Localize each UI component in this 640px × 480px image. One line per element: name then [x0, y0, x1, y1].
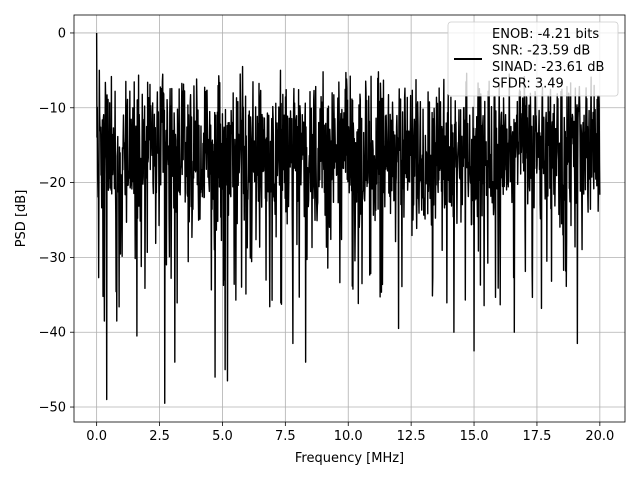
x-tick-label: 0.0 [86, 429, 107, 444]
y-axis-ticks: 0 −10 −20 −30 −40 −50 [39, 26, 74, 416]
legend-entry-line: SINAD: -23.61 dB [492, 60, 604, 75]
x-tick-label: 2.5 [149, 429, 170, 444]
y-tick-label: −30 [39, 251, 66, 266]
y-tick-label: −20 [39, 176, 66, 191]
y-tick-label: 0 [58, 26, 66, 41]
x-tick-label: 5.0 [212, 429, 233, 444]
y-axis-label: PSD [dB] [14, 190, 29, 248]
legend-entry-line: ENOB: -4.21 bits [492, 27, 599, 42]
legend-entry-line: SFDR: 3.49 [492, 77, 564, 92]
x-tick-label: 12.5 [397, 429, 426, 444]
x-tick-label: 20.0 [585, 429, 614, 444]
x-tick-label: 17.5 [522, 429, 551, 444]
axes-frame [73, 14, 626, 423]
psd-series-line [95, 32, 601, 404]
x-axis-ticks: 0.0 2.5 5.0 7.5 10.0 12.5 15.0 17.5 20.0 [86, 422, 614, 444]
plot-area [95, 32, 601, 404]
y-tick-label: −10 [39, 101, 66, 116]
legend-box [447, 21, 619, 97]
x-axis-label: Frequency [MHz] [295, 451, 404, 466]
y-tick-label: −40 [39, 326, 66, 341]
x-tick-label: 7.5 [275, 429, 296, 444]
x-tick-label: 15.0 [460, 429, 489, 444]
x-tick-label: 10.0 [334, 429, 363, 444]
y-tick-label: −50 [39, 401, 66, 416]
legend-entry-line: SNR: -23.59 dB [492, 44, 590, 59]
